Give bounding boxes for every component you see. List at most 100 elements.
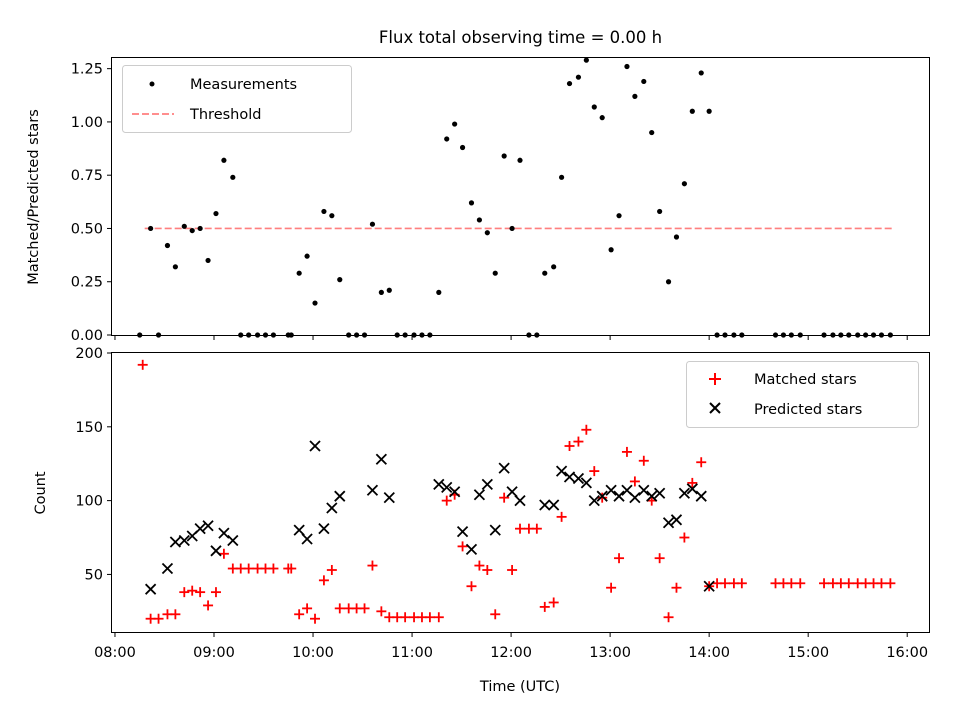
bottom-x-tick-label: 11:00 — [391, 645, 433, 661]
measurement-point — [189, 227, 195, 234]
predicted-star-point — [433, 478, 445, 491]
matched-star-point — [876, 578, 887, 589]
matched-star-point — [671, 582, 682, 593]
matched-star-point — [843, 578, 854, 589]
measurement-point — [172, 264, 178, 270]
measurement-point — [213, 210, 219, 217]
predicted-star-point — [588, 494, 600, 507]
matched-star-point — [548, 597, 559, 608]
measurement-point — [230, 174, 236, 180]
matched-star-point — [367, 560, 378, 571]
measurement-point — [476, 217, 483, 223]
measurement-point — [221, 157, 227, 163]
predicted-star-point — [218, 527, 230, 539]
measurement-point — [681, 181, 687, 187]
measurement-point — [468, 200, 475, 206]
measurement-point — [378, 289, 384, 295]
top-panel: 0.00 0.25 0.50 0.75 1.00 1.25 Matched/Predict… — [26, 57, 930, 344]
matched-star-point — [885, 578, 896, 589]
top-chart-title: Flux total observing time = 0.00 h — [379, 28, 662, 47]
legend-measurements-label: Measurements — [190, 77, 297, 93]
measurement-point — [484, 230, 490, 236]
matched-star-point — [243, 563, 254, 574]
matched-star-point — [539, 601, 550, 612]
predicted-star-point — [563, 471, 576, 483]
matched-star-point — [268, 563, 279, 574]
bottom-x-axis-label: Time (UTC) — [479, 679, 560, 695]
measurement-point — [542, 270, 548, 276]
measurement-point — [164, 242, 171, 249]
measurement-point — [386, 287, 392, 293]
predicted-star-point — [686, 483, 698, 495]
matched-star-point — [679, 532, 690, 543]
predicted-stars-points — [144, 440, 715, 595]
matched-star-point — [696, 457, 707, 468]
measurement-point — [566, 80, 573, 87]
measurement-point — [608, 247, 614, 253]
matched-star-point — [597, 492, 608, 503]
predicted-star-point — [670, 514, 683, 526]
bottom-y-tick-label: 100 — [75, 494, 103, 510]
measurement-point — [558, 174, 565, 180]
matched-star-point — [170, 609, 181, 620]
top-legend-box — [122, 65, 352, 133]
bottom-y-tick-label: 50 — [85, 567, 103, 583]
measurement-point — [624, 63, 630, 70]
matched-star-point — [376, 606, 387, 617]
measurement-point — [657, 208, 663, 215]
bottom-x-tick-label: 14:00 — [688, 645, 730, 661]
measurement-point — [575, 74, 582, 80]
predicted-star-point — [548, 499, 560, 511]
matched-star-point — [795, 578, 806, 589]
top-legend: Measurements Threshold — [122, 65, 352, 133]
bottom-x-tick-label: 15:00 — [787, 645, 829, 661]
measurement-point — [591, 104, 597, 110]
legend-measurements-marker — [149, 81, 155, 87]
measurement-point — [304, 253, 310, 259]
predicted-star-point — [366, 484, 379, 496]
measurement-point — [444, 136, 450, 142]
matched-star-point — [210, 587, 221, 598]
legend-matched-label: Matched stars — [754, 372, 857, 388]
measurement-point — [436, 289, 442, 295]
legend-matched-marker — [709, 373, 721, 385]
predicted-star-point — [301, 533, 313, 545]
predicted-star-point — [613, 490, 625, 502]
matched-star-point — [581, 424, 592, 435]
bottom-x-ticks: 08:00 09:00 10:00 11:00 12:00 13:00 14:00 15:00… — [94, 632, 928, 661]
matched-star-point — [606, 582, 617, 593]
bottom-x-tick-label: 09:00 — [193, 645, 235, 661]
predicted-star-point — [169, 536, 182, 548]
matched-star-point — [629, 476, 640, 487]
predicted-star-point — [662, 517, 675, 529]
top-y-tick-label: 0.25 — [71, 275, 103, 291]
measurement-point — [492, 270, 498, 276]
measurement-point — [369, 221, 376, 227]
measurement-point — [321, 208, 327, 215]
matched-star-point — [531, 523, 542, 534]
matched-star-point — [286, 563, 297, 574]
matched-star-point — [719, 578, 730, 589]
measurement-point — [509, 225, 515, 232]
bottom-plot-frame — [111, 352, 930, 633]
predicted-star-point — [539, 499, 551, 511]
matched-star-point — [499, 492, 510, 503]
measurement-point — [337, 277, 343, 283]
matched-star-point — [515, 523, 526, 534]
predicted-star-point — [646, 490, 658, 502]
measurement-point — [148, 225, 154, 232]
predicted-star-point — [514, 494, 526, 507]
measurement-point — [689, 108, 695, 114]
predicted-star-point — [506, 486, 518, 498]
bottom-x-tick-label: 08:00 — [94, 645, 136, 661]
predicted-star-point — [465, 543, 478, 555]
matched-star-point — [490, 609, 501, 620]
matched-star-point — [638, 455, 649, 466]
bottom-y-axis-label: Count — [33, 471, 49, 514]
matched-star-point — [334, 603, 345, 614]
matched-star-point — [359, 603, 370, 614]
bottom-panel: 50 100 150 200 08:00 09:00 10:00 11:00 12:00 13:… — [33, 346, 930, 695]
predicted-star-point — [144, 583, 157, 595]
matched-star-point — [400, 612, 411, 623]
matched-star-point — [786, 578, 797, 589]
